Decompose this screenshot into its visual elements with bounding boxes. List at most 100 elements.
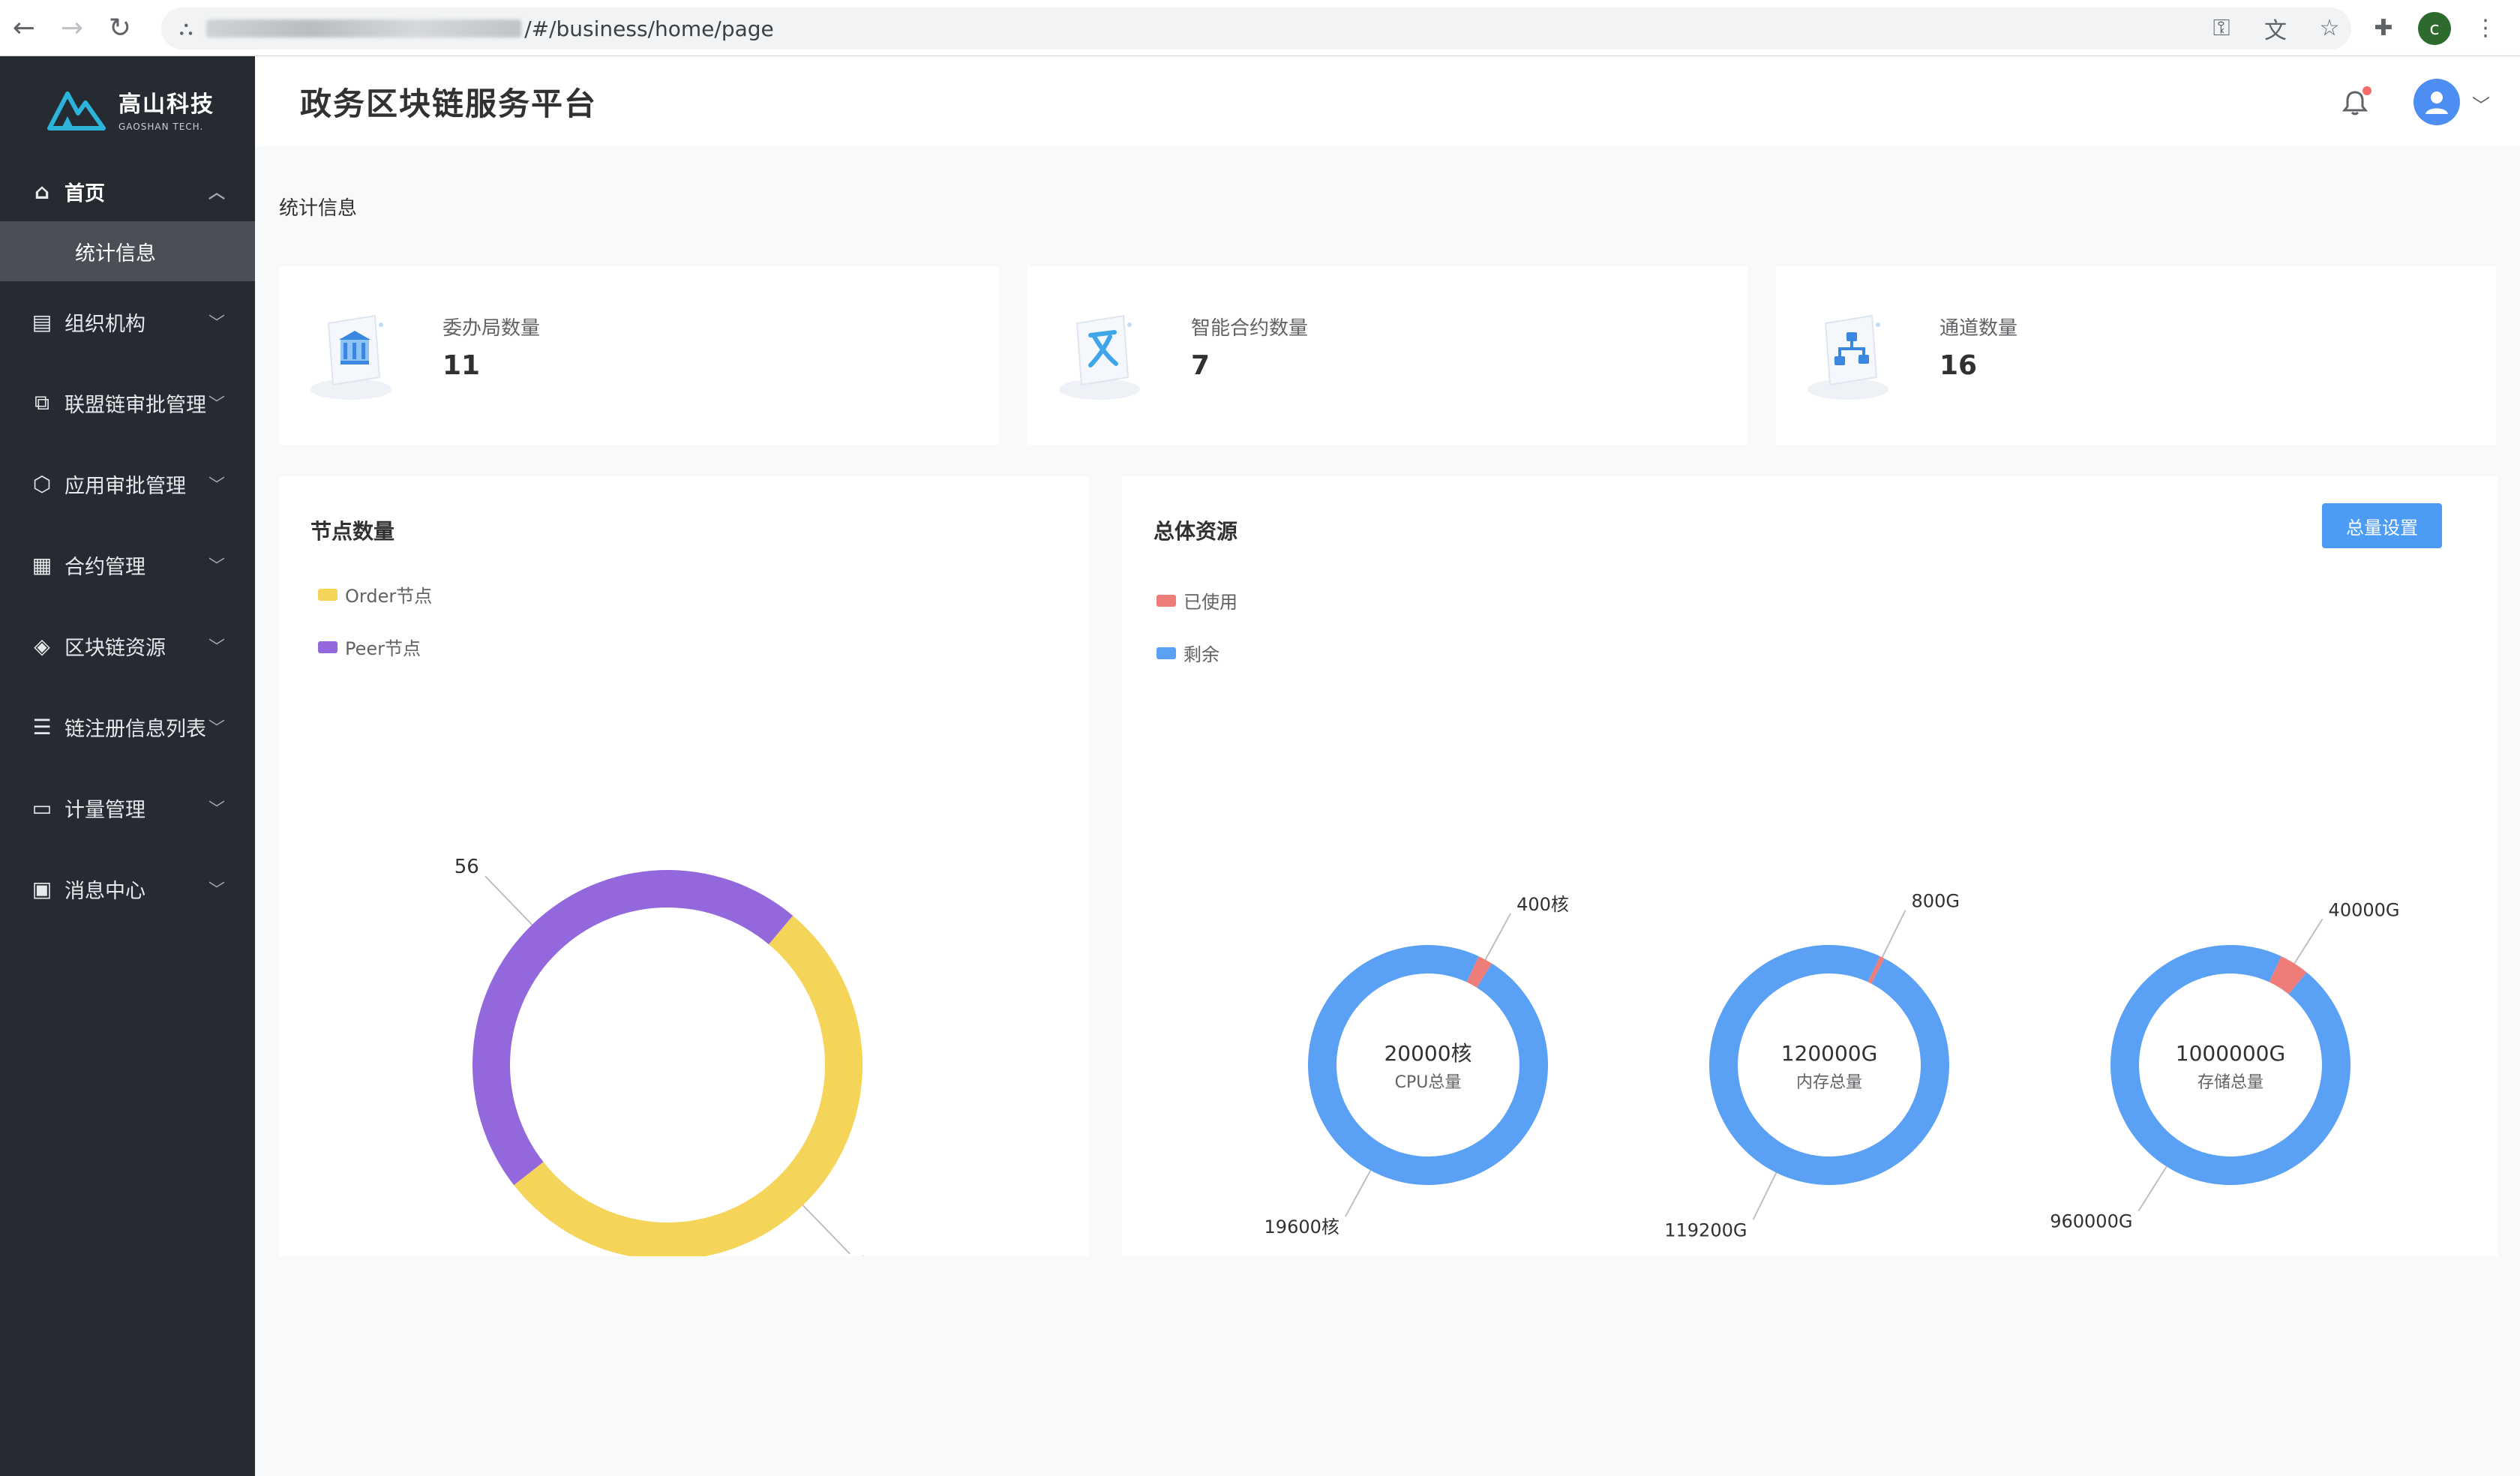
sidebar-item-label: 消息中心: [64, 879, 146, 903]
legend-label: Peer节点: [345, 638, 422, 659]
sidebar-item-label: 计量管理: [64, 798, 146, 822]
user-icon: [2426, 92, 2448, 114]
contract-doc-icon: [1059, 314, 1140, 400]
legend-order[interactable]: Order节点: [318, 581, 432, 608]
site-info-icon[interactable]: ⛬: [179, 16, 194, 40]
sidebar-item-messages[interactable]: ▣ 消息中心 ﹀: [0, 848, 255, 929]
address-bar[interactable]: ⛬ /#/business/home/page: [161, 8, 2351, 50]
logo-mountain-icon: [47, 92, 106, 130]
donut-slice[interactable]: [514, 915, 862, 1256]
sidebar-item-label: 统计信息: [75, 242, 156, 266]
sidebar-item-statistics[interactable]: 统计信息: [0, 221, 255, 281]
legend-swatch: [1156, 594, 1176, 607]
center-total-value: 120000G: [1781, 1041, 1878, 1066]
legend-swatch: [1156, 646, 1176, 659]
legend-label: Order节点: [345, 586, 433, 607]
label-leader-line: [802, 1204, 850, 1255]
panel-title: 节点数量: [310, 519, 395, 544]
monitor-icon: ▭: [32, 795, 52, 820]
sidebar-item-metering[interactable]: ▭ 计量管理 ﹀: [0, 767, 255, 848]
bell-icon[interactable]: [2340, 86, 2372, 118]
panel-title: 总体资源: [1154, 519, 1238, 544]
donut-slice[interactable]: [1868, 956, 1885, 984]
donut-slice[interactable]: [1466, 956, 1492, 988]
legend-swatch: [318, 640, 338, 653]
bank-icon: [310, 314, 392, 400]
chevron-down-icon: ﹀: [208, 314, 225, 333]
legend-label: 已使用: [1184, 592, 1238, 613]
stat-card-channels: 通道数量 16: [1776, 266, 2496, 445]
data-label: 19600核: [1264, 1216, 1340, 1238]
url-path: /#/business/home/page: [524, 16, 774, 41]
sidebar-item-label: 应用审批管理: [64, 474, 186, 498]
sidebar-item-alliance-approval[interactable]: ⧉ 联盟链审批管理 ﹀: [0, 362, 255, 443]
data-label: 40000G: [2329, 899, 2400, 920]
center-total-value: 1000000G: [2176, 1041, 2285, 1066]
sidebar-item-home[interactable]: ⌂ 首页 ︿: [0, 161, 255, 221]
chevron-down-icon: ﹀: [208, 557, 225, 576]
resource-panel: 总体资源 总量设置 已使用 剩余 400核 19600核 20000核 CPU总量 80…: [1122, 476, 2498, 1256]
channel-icon: [1808, 314, 1888, 400]
main-content: 统计信息 委办局数量 11 智能合约数量 7: [255, 146, 2520, 1476]
sidebar-item-blockchain-resources[interactable]: ◈ 区块链资源 ﹀: [0, 605, 255, 686]
section-title: 统计信息: [279, 197, 358, 220]
sidebar-item-app-approval[interactable]: ⬡ 应用审批管理 ﹀: [0, 443, 255, 524]
stat-card-bureaus: 委办局数量 11: [279, 266, 999, 445]
node-count-panel: 节点数量 Order节点 Peer节点 64 56: [279, 476, 1089, 1256]
data-label: 56: [454, 856, 479, 878]
sidebar-item-organization[interactable]: ▤ 组织机构 ﹀: [0, 281, 255, 362]
more-icon[interactable]: ⋮: [2474, 15, 2497, 41]
data-label: 119200G: [1664, 1220, 1747, 1240]
star-icon[interactable]: ☆: [2319, 15, 2340, 41]
profile-avatar[interactable]: c: [2418, 11, 2451, 45]
legend-peer[interactable]: Peer节点: [318, 634, 421, 660]
legend-used[interactable]: 已使用: [1156, 587, 1238, 614]
sidebar-item-label: 链注册信息列表: [64, 717, 206, 741]
resource-donut-charts: 400核 19600核 20000核 CPU总量 800G 119200G 120000G 内…: [1264, 891, 2400, 1241]
stat-value: 16: [1940, 350, 1978, 381]
logo-name-en: GAOSHAN TECH.: [118, 122, 204, 132]
reload-icon[interactable]: ↻: [108, 12, 132, 44]
org-icon: ▤: [32, 309, 52, 334]
chevron-down-icon: ﹀: [208, 719, 225, 738]
page-title: 政务区块链服务平台: [300, 85, 598, 122]
legend-remaining[interactable]: 剩余: [1156, 640, 1220, 666]
center-total-value: 20000核: [1384, 1041, 1472, 1066]
chevron-down-icon: ﹀: [208, 800, 225, 819]
sidebar-item-chain-registry[interactable]: ☰ 链注册信息列表 ﹀: [0, 686, 255, 767]
key-icon[interactable]: ⚿: [2212, 15, 2230, 41]
data-label: 960000G: [2050, 1211, 2132, 1232]
label-leader-line: [1345, 1169, 1372, 1217]
data-label: 400核: [1516, 894, 1569, 915]
extensions-icon[interactable]: ✚: [2374, 15, 2393, 41]
list-icon: ☰: [32, 714, 52, 740]
label-leader-line: [1881, 910, 1906, 958]
chevron-down-icon: ﹀: [208, 476, 225, 495]
forward-icon[interactable]: →: [60, 12, 84, 44]
stat-label: 委办局数量: [442, 317, 541, 340]
center-total-label: 内存总量: [1796, 1073, 1862, 1092]
chevron-down-icon: ﹀: [208, 638, 225, 657]
sidebar-item-contract[interactable]: ▦ 合约管理 ﹀: [0, 524, 255, 605]
stat-label: 通道数量: [1940, 317, 2018, 340]
chain-icon: ⧉: [34, 390, 50, 415]
avatar[interactable]: [2414, 79, 2460, 125]
logo[interactable]: 高山科技 GAOSHAN TECH.: [0, 56, 255, 161]
sidebar-item-label: 合约管理: [64, 555, 146, 579]
contract-icon: ▦: [32, 552, 52, 578]
stat-label: 智能合约数量: [1191, 317, 1309, 340]
total-setting-button[interactable]: 总量设置: [2322, 503, 2442, 548]
label-leader-line: [2138, 1166, 2168, 1212]
back-icon[interactable]: ←: [12, 12, 36, 44]
center-total-label: CPU总量: [1395, 1073, 1462, 1092]
translate-icon[interactable]: 文: [2264, 17, 2287, 44]
label-leader-line: [1752, 1172, 1778, 1220]
chevron-down-icon: ﹀: [208, 395, 225, 414]
donut-slice[interactable]: [472, 870, 794, 1186]
donut-slice[interactable]: [2269, 956, 2307, 994]
sidebar-item-label: 区块链资源: [64, 636, 166, 660]
chevron-down-icon[interactable]: ﹀: [2472, 95, 2490, 116]
stat-value: 7: [1191, 350, 1210, 381]
sidebar: 高山科技 GAOSHAN TECH. ⌂ 首页 ︿ 统计信息 ▤ 组织机构 ﹀ …: [0, 56, 255, 1476]
layers-icon: ◈: [34, 633, 50, 658]
